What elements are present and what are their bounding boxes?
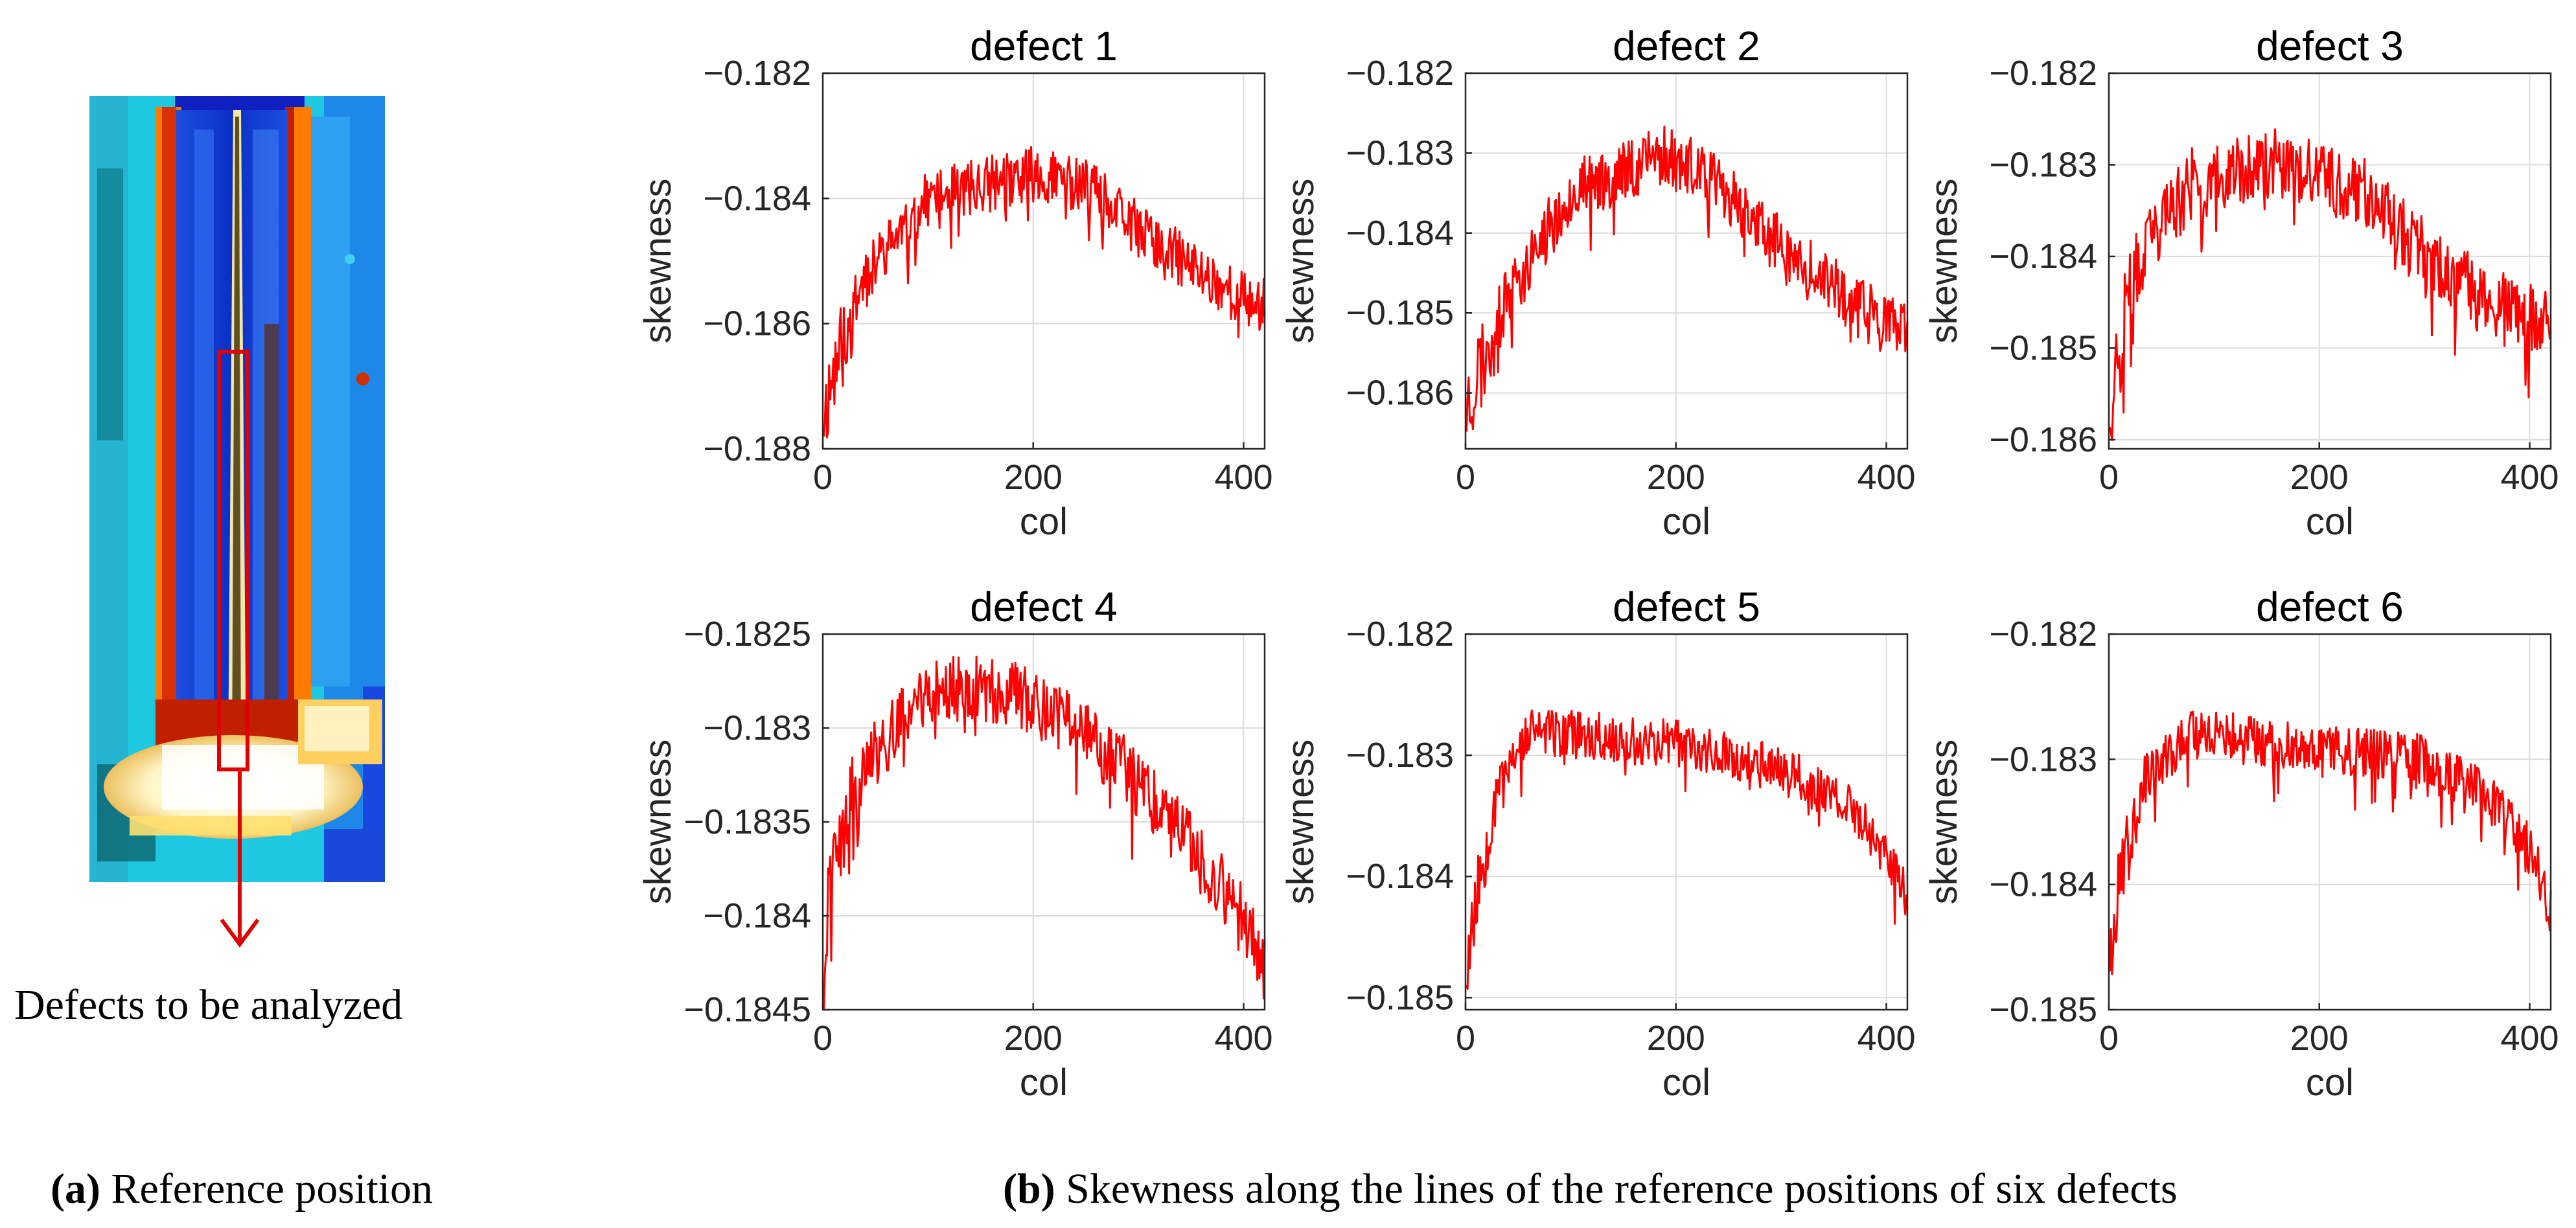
defect-arrow-head [220, 918, 260, 948]
x-tick-label: 0 [1456, 1019, 1475, 1058]
x-tick-label: 0 [813, 1019, 833, 1058]
y-tick-label: −0.185 [1989, 328, 2097, 367]
y-tick-label: −0.183 [1346, 736, 1454, 775]
caption-b: (b) Skewness along the lines of the refe… [1003, 1165, 2178, 1212]
y-tick-label: −0.183 [1989, 145, 2097, 184]
x-tick-label: 200 [1647, 1019, 1705, 1058]
skewness-series-line [1466, 709, 1909, 990]
x-tick-label: 400 [1857, 1019, 1915, 1058]
y-tick-label: −0.183 [1989, 740, 2097, 779]
caption-a: (a) Reference position [51, 1165, 433, 1212]
x-axis-label: col [1020, 1062, 1068, 1104]
y-axis-label: skewness [1280, 740, 1322, 905]
skewness-series-line [1466, 125, 1909, 432]
plot-frame [2108, 633, 2552, 1011]
y-tick-label: −0.182 [703, 54, 811, 93]
x-axis-label: col [1020, 501, 1068, 543]
y-tick-label: −0.184 [1346, 857, 1454, 896]
y-axis-label: skewness [1280, 179, 1322, 344]
y-tick-label: −0.186 [1346, 374, 1454, 413]
y-tick-label: −0.1825 [684, 615, 811, 654]
y-tick-label: −0.185 [1346, 978, 1454, 1017]
caption-a-text: Reference position [100, 1165, 433, 1212]
y-tick-label: −0.182 [1989, 54, 2097, 93]
x-axis-label: col [1662, 1062, 1710, 1104]
x-tick-label: 400 [1214, 1019, 1272, 1058]
y-tick-label: −0.185 [1989, 990, 2097, 1029]
y-axis-label: skewness [1923, 740, 1965, 905]
chart-title: defect 5 [1613, 584, 1760, 630]
x-tick-label: 200 [2290, 458, 2349, 497]
x-tick-label: 400 [1857, 458, 1915, 497]
skewness-series-line [2109, 711, 2552, 975]
x-axis-label: col [1662, 501, 1710, 543]
y-tick-label: −0.184 [703, 896, 811, 935]
x-tick-label: 0 [813, 458, 833, 497]
chart-title: defect 3 [2256, 23, 2404, 69]
y-tick-label: −0.184 [1989, 865, 2097, 904]
y-tick-label: −0.186 [703, 304, 811, 343]
y-tick-label: −0.1845 [684, 990, 811, 1029]
caption-b-text: Skewness along the lines of the referenc… [1055, 1165, 2178, 1212]
y-axis-label: skewness [637, 179, 679, 344]
x-tick-label: 0 [2099, 1019, 2119, 1058]
plot-frame [2108, 72, 2552, 450]
y-tick-label: −0.188 [703, 429, 811, 468]
x-axis-label: col [2306, 501, 2354, 543]
y-tick-label: −0.185 [1346, 293, 1454, 332]
x-tick-label: 400 [2500, 1019, 2559, 1058]
y-axis-label: skewness [637, 740, 679, 905]
skewness-series-line [823, 146, 1266, 438]
caption-b-label: (b) [1003, 1165, 1055, 1212]
y-tick-label: −0.183 [1346, 133, 1454, 172]
x-tick-label: 0 [2099, 458, 2119, 497]
chart-4: 0 200 400 −0.1825 −0.183 −0.1835 −0.184 −0.1845… [637, 584, 1273, 1104]
skewness-charts: 0 200 400 −0.182 −0.184 −0.186 −0.188 defect 1 c… [637, 23, 2559, 1104]
x-axis-label: col [2306, 1062, 2354, 1104]
chart-2: 0 200 400 −0.182 −0.183 −0.184 −0.185 −0.186 def… [1280, 23, 1916, 543]
chart-title: defect 1 [970, 23, 1118, 69]
x-tick-label: 200 [1004, 1019, 1063, 1058]
y-tick-label: −0.186 [1989, 420, 2097, 459]
chart-title: defect 6 [2256, 584, 2404, 630]
chart-6: 0 200 400 −0.182 −0.183 −0.184 −0.185 defect 6 c… [1923, 584, 2559, 1104]
y-tick-label: −0.183 [703, 709, 811, 747]
y-tick-label: −0.182 [1346, 615, 1454, 654]
y-tick-label: −0.1835 [684, 802, 811, 841]
y-tick-label: −0.184 [1346, 214, 1454, 253]
chart-5: 0 200 400 −0.182 −0.183 −0.184 −0.185 defect 5 c… [1280, 584, 1916, 1104]
chart-1: 0 200 400 −0.182 −0.184 −0.186 −0.188 defect 1 c… [637, 23, 1273, 543]
plot-frame [822, 72, 1266, 450]
defects-annotation: Defects to be analyzed [14, 981, 402, 1029]
y-tick-label: −0.182 [1989, 615, 2097, 654]
skewness-series-line [2109, 128, 2552, 441]
x-tick-label: 200 [1004, 458, 1063, 497]
x-tick-label: 400 [2500, 458, 2559, 497]
thermal-reference-image [89, 96, 385, 882]
y-axis-label: skewness [1923, 179, 1965, 344]
skewness-series-line [823, 655, 1266, 1010]
caption-a-label: (a) [51, 1165, 100, 1212]
y-tick-label: −0.184 [703, 179, 811, 218]
plot-frame [1464, 72, 1909, 450]
defect-region-marker [217, 350, 249, 771]
x-tick-label: 0 [1456, 458, 1475, 497]
chart-3: 0 200 400 −0.182 −0.183 −0.184 −0.185 −0.186 def… [1923, 23, 2559, 543]
y-tick-label: −0.182 [1346, 54, 1454, 93]
plot-frame [1464, 633, 1909, 1011]
x-tick-label: 200 [2290, 1019, 2349, 1058]
chart-title: defect 2 [1613, 23, 1760, 69]
y-tick-label: −0.184 [1989, 237, 2097, 276]
chart-title: defect 4 [970, 584, 1118, 630]
x-tick-label: 400 [1214, 458, 1272, 497]
x-tick-label: 200 [1647, 458, 1705, 497]
